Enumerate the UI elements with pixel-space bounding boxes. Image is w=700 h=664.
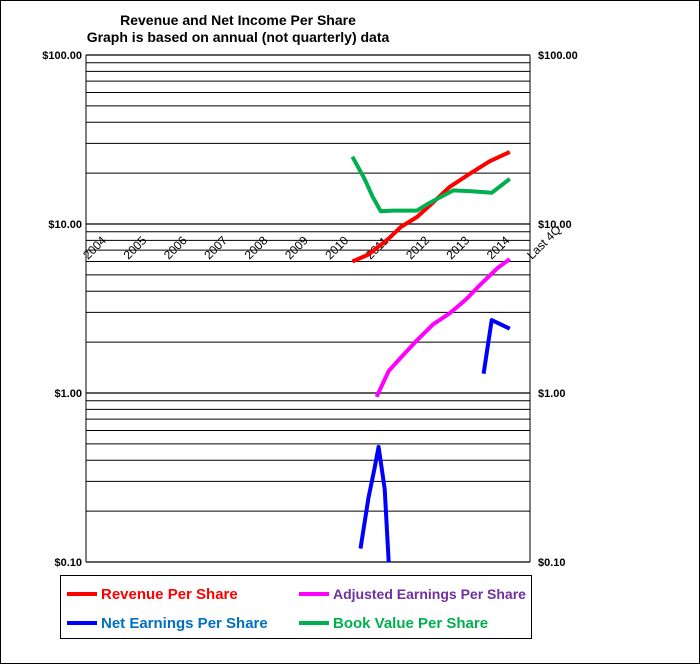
- y-tick-label-left: $10.00: [48, 219, 82, 231]
- y-tick-label-right: $1.00: [538, 388, 566, 400]
- series-line-adjusted-earnings-per-share: [374, 257, 511, 398]
- legend-item-revenue: Revenue Per Share: [67, 582, 238, 606]
- legend-swatch-net-earnings: [67, 621, 97, 625]
- series-line-net-earnings-per-share: [358, 444, 391, 563]
- legend-swatch-adjusted-earnings: [299, 592, 329, 596]
- x-category-label: 2013: [443, 233, 472, 262]
- x-category-label: 2010: [322, 233, 351, 262]
- series-line-book-value-per-share: [350, 155, 512, 214]
- x-category-label: 2004: [80, 233, 109, 262]
- chart-title-block: Revenue and Net Income Per Share Graph i…: [60, 12, 416, 46]
- y-tick-label-right: $100.00: [538, 50, 578, 62]
- x-category-label: 2005: [121, 233, 150, 262]
- legend-label-adjusted-earnings: Adjusted Earnings Per Share: [333, 586, 526, 602]
- legend-label-net-earnings: Net Earnings Per Share: [101, 614, 268, 632]
- legend-item-book-value: Book Value Per Share: [299, 611, 488, 635]
- chart-title: Revenue and Net Income Per Share: [120, 12, 356, 28]
- legend-label-revenue: Revenue Per Share: [101, 585, 238, 603]
- legend-label-book-value: Book Value Per Share: [333, 614, 489, 632]
- x-category-label: 2008: [242, 233, 271, 262]
- legend-swatch-book-value: [299, 621, 329, 625]
- y-tick-label-left: $100.00: [42, 50, 82, 62]
- series-line-revenue-per-share: [351, 150, 511, 264]
- legend-item-net-earnings: Net Earnings Per Share: [67, 611, 268, 635]
- chart-subtitle: Graph is based on annual (not quarterly)…: [86, 29, 390, 45]
- y-tick-label-right: $0.10: [538, 557, 566, 569]
- legend: Revenue Per Share Adjusted Earnings Per …: [60, 575, 532, 639]
- legend-item-adjusted-earnings: Adjusted Earnings Per Share: [299, 582, 526, 606]
- y-tick-label-right: $10.00: [538, 219, 572, 231]
- x-category-label: 2012: [403, 233, 432, 262]
- x-category-label: 2006: [161, 233, 190, 262]
- y-tick-label-left: $0.10: [54, 557, 82, 569]
- x-category-label: 2007: [201, 233, 230, 262]
- y-tick-label-left: $1.00: [54, 388, 82, 400]
- legend-swatch-revenue: [67, 592, 97, 596]
- x-category-label: 2009: [282, 233, 311, 262]
- series-line-net-earnings-per-share: [481, 318, 511, 374]
